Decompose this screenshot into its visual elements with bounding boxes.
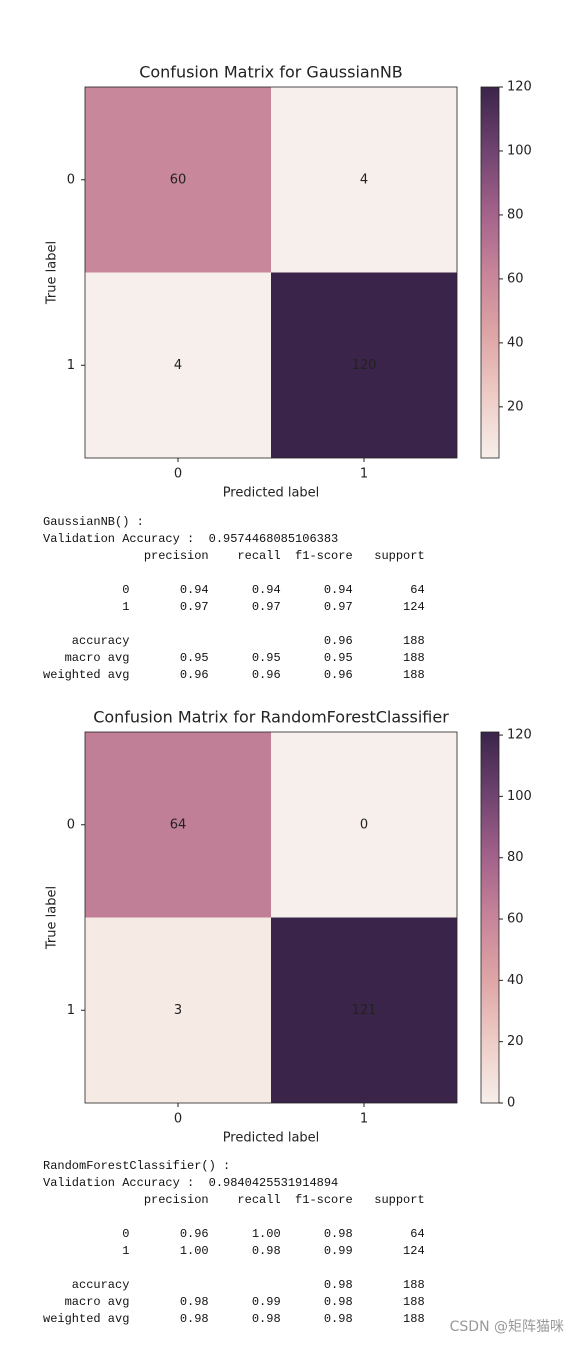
cell [271, 732, 457, 918]
colorbar-tick-label: 100 [507, 143, 532, 158]
y-tick-label: 1 [67, 358, 75, 373]
chart-title: Confusion Matrix for RandomForestClassif… [93, 708, 449, 727]
cell [271, 87, 457, 273]
y-tick-label: 1 [67, 1003, 75, 1018]
report-line: accuracy 0.98 188 [43, 1278, 425, 1292]
x-axis-label: Predicted label [223, 486, 320, 501]
colorbar-tick-label: 120 [507, 728, 532, 743]
report-line: RandomForestClassifier() : [43, 1159, 230, 1173]
cell [85, 272, 271, 458]
y-axis-label: True label [45, 886, 60, 950]
report-line: Validation Accuracy : 0.9840425531914894 [43, 1176, 338, 1190]
report-line: 1 1.00 0.98 0.99 124 [43, 1244, 425, 1258]
plot-frame [84, 731, 458, 1104]
report-line: weighted avg 0.96 0.96 0.96 188 [43, 668, 425, 682]
report-line: GaussianNB() : [43, 515, 144, 529]
colorbar-tick-label: 120 [507, 80, 532, 95]
cell-label: 60 [170, 172, 187, 187]
x-tick-label: 0 [174, 1112, 182, 1127]
colorbar-tick-label: 60 [507, 271, 524, 286]
colorbar-tick-label: 80 [507, 850, 524, 865]
colorbar-tick-label: 40 [507, 335, 524, 350]
cell-label: 3 [174, 1003, 182, 1018]
cell-label: 0 [360, 817, 368, 832]
x-tick-label: 1 [360, 467, 368, 482]
report-line: macro avg 0.95 0.95 0.95 188 [43, 651, 425, 665]
report-line: 0 0.96 1.00 0.98 64 [43, 1227, 425, 1241]
cell [85, 87, 271, 273]
report-line: Validation Accuracy : 0.9574468085106383 [43, 532, 338, 546]
chart-title: Confusion Matrix for GaussianNB [139, 63, 403, 82]
report-line: 0 0.94 0.94 0.94 64 [43, 583, 425, 597]
cell-label: 64 [170, 817, 187, 832]
y-tick-label: 0 [67, 817, 75, 832]
colorbar-tick-label: 60 [507, 912, 524, 927]
colorbar-tick-label: 40 [507, 973, 524, 988]
report-line: weighted avg 0.98 0.98 0.98 188 [43, 1312, 425, 1326]
report-line: precision recall f1-score support [43, 1193, 425, 1207]
cell-label: 121 [352, 1003, 377, 1018]
colorbar [480, 731, 500, 1104]
cell [85, 732, 271, 918]
report-line: macro avg 0.98 0.99 0.98 188 [43, 1295, 425, 1309]
cell [271, 272, 457, 458]
watermark: CSDN @矩阵猫咪 [450, 1319, 564, 1335]
x-tick-label: 1 [360, 1112, 368, 1127]
colorbar-tick-label: 20 [507, 1034, 524, 1049]
colorbar-tick-label: 0 [507, 1096, 515, 1111]
x-tick-label: 0 [174, 467, 182, 482]
cell-label: 4 [174, 358, 182, 373]
colorbar [480, 86, 500, 459]
cell [85, 917, 271, 1103]
colorbar-tick-label: 100 [507, 789, 532, 804]
cell [271, 917, 457, 1103]
x-axis-label: Predicted label [223, 1131, 320, 1146]
plot-frame [84, 86, 458, 459]
colorbar-tick-label: 20 [507, 399, 524, 414]
report-line: precision recall f1-score support [43, 549, 425, 563]
report-line: 1 0.97 0.97 0.97 124 [43, 600, 425, 614]
y-axis-label: True label [45, 241, 60, 305]
cell-label: 4 [360, 172, 368, 187]
cell-label: 120 [352, 358, 377, 373]
report-line: accuracy 0.96 188 [43, 634, 425, 648]
colorbar-tick-label: 80 [507, 207, 524, 222]
y-tick-label: 0 [67, 172, 75, 187]
